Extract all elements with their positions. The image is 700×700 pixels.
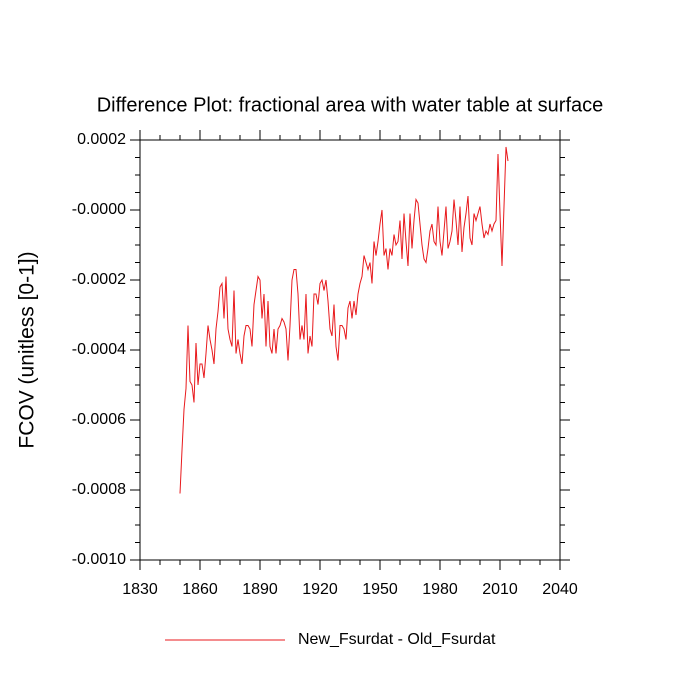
x-tick-label: 2010 [482, 581, 518, 598]
y-tick-label: -0.0004 [72, 341, 126, 358]
y-tick-label: -0.0000 [72, 201, 126, 218]
y-tick-label: 0.0002 [77, 131, 126, 148]
x-tick-label: 1860 [182, 581, 218, 598]
x-tick-label: 1830 [122, 581, 158, 598]
y-tick-label: -0.0006 [72, 411, 126, 428]
x-tick-label: 1980 [422, 581, 458, 598]
y-axis-label: FCOV (unitless [0-1]) [16, 251, 39, 448]
data-line [179, 146, 509, 494]
x-tick-label: 1950 [362, 581, 398, 598]
y-tick-label: -0.0010 [72, 551, 126, 568]
x-tick-label: 1920 [302, 581, 338, 598]
chart-title: Difference Plot: fractional area with wa… [97, 94, 604, 116]
legend-label: New_Fsurdat - Old_Fsurdat [298, 631, 496, 648]
x-tick-label: 2040 [542, 581, 578, 598]
x-tick-label: 1890 [242, 581, 278, 598]
y-tick-label: -0.0002 [72, 271, 126, 288]
y-tick-label: -0.0008 [72, 481, 126, 498]
